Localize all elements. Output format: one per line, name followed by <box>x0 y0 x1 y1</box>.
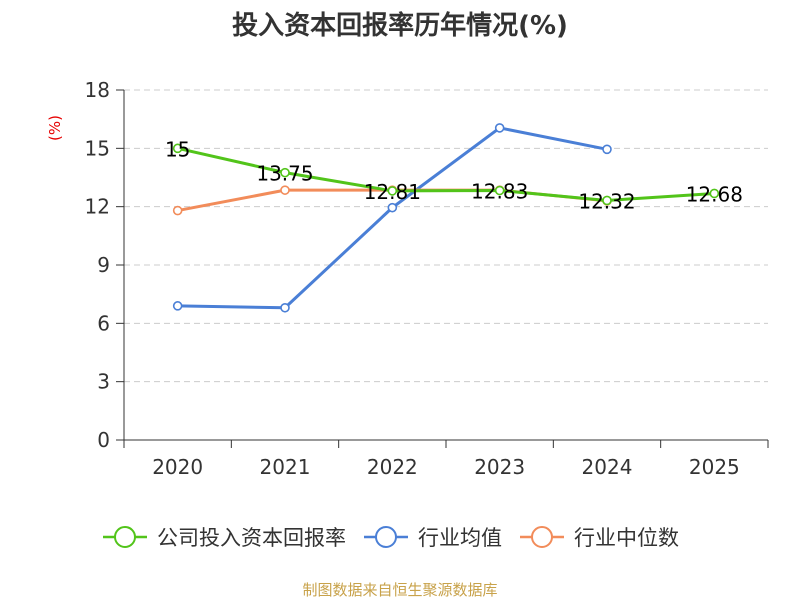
data-point[interactable] <box>709 188 720 199</box>
legend-swatch-marker <box>114 526 136 548</box>
data-point[interactable] <box>280 167 290 178</box>
data-point[interactable] <box>172 205 183 216</box>
legend-item-2[interactable]: 行业中位数 <box>520 526 679 550</box>
legend-label: 公司投入资本回报率 <box>157 526 346 550</box>
gridlines <box>124 89 768 383</box>
data-label: 15 <box>165 137 190 161</box>
data-label: 13.75 <box>256 162 313 186</box>
legend-item-0[interactable]: 公司投入资本回报率 <box>103 526 346 550</box>
data-point[interactable] <box>172 301 183 311</box>
y-unit-label: (%) <box>46 115 64 141</box>
data-point[interactable] <box>494 185 505 196</box>
data-point[interactable] <box>602 195 612 206</box>
x-tick-label: 2024 <box>582 455 633 479</box>
data-label: 12.83 <box>471 180 528 204</box>
y-tick-label: 9 <box>97 253 110 277</box>
data-point[interactable] <box>172 143 183 154</box>
legend-label: 行业均值 <box>418 526 502 550</box>
legend-label: 行业中位数 <box>574 526 679 550</box>
series-lines <box>172 123 720 313</box>
x-tick-label: 2020 <box>152 455 203 479</box>
legend-swatch-marker <box>531 526 553 548</box>
source-note: 制图数据来自恒生聚源数据库 <box>302 581 497 599</box>
data-point[interactable] <box>494 123 505 133</box>
data-point[interactable] <box>387 186 398 196</box>
y-tick-label: 0 <box>97 428 110 452</box>
axes: 0 3 6 9 12 15 18 2020 2021 2022 2023 2024 2025 <box>85 78 769 479</box>
data-point[interactable] <box>602 144 612 155</box>
y-tick-label: 15 <box>85 136 110 160</box>
data-label: 12.68 <box>686 182 743 206</box>
chart-title: 投入资本回报率历年情况(%) <box>232 10 568 41</box>
data-label: 12.32 <box>578 189 635 213</box>
data-point[interactable] <box>280 302 290 313</box>
series-line-0 <box>177 146 715 202</box>
data-point[interactable] <box>387 202 398 213</box>
y-tick-label: 12 <box>85 195 110 219</box>
data-label: 12.81 <box>364 180 421 204</box>
x-tick-label: 2025 <box>689 455 740 479</box>
series-line-1 <box>177 126 608 310</box>
data-point[interactable] <box>280 185 290 195</box>
legend[interactable]: 公司投入资本回报率 行业均值 行业中位数 <box>103 526 679 550</box>
x-tick-label: 2022 <box>367 455 418 479</box>
y-tick-label: 3 <box>97 370 110 394</box>
y-tick-label: 6 <box>97 311 110 335</box>
legend-swatch-marker <box>375 526 397 548</box>
x-tick-label: 2021 <box>260 455 311 479</box>
y-tick-label: 18 <box>85 78 110 102</box>
data-labels: 15 13.75 12.81 12.83 12.32 12.68 <box>165 137 743 213</box>
legend-item-1[interactable]: 行业均值 <box>364 526 502 550</box>
x-tick-label: 2023 <box>474 455 525 479</box>
